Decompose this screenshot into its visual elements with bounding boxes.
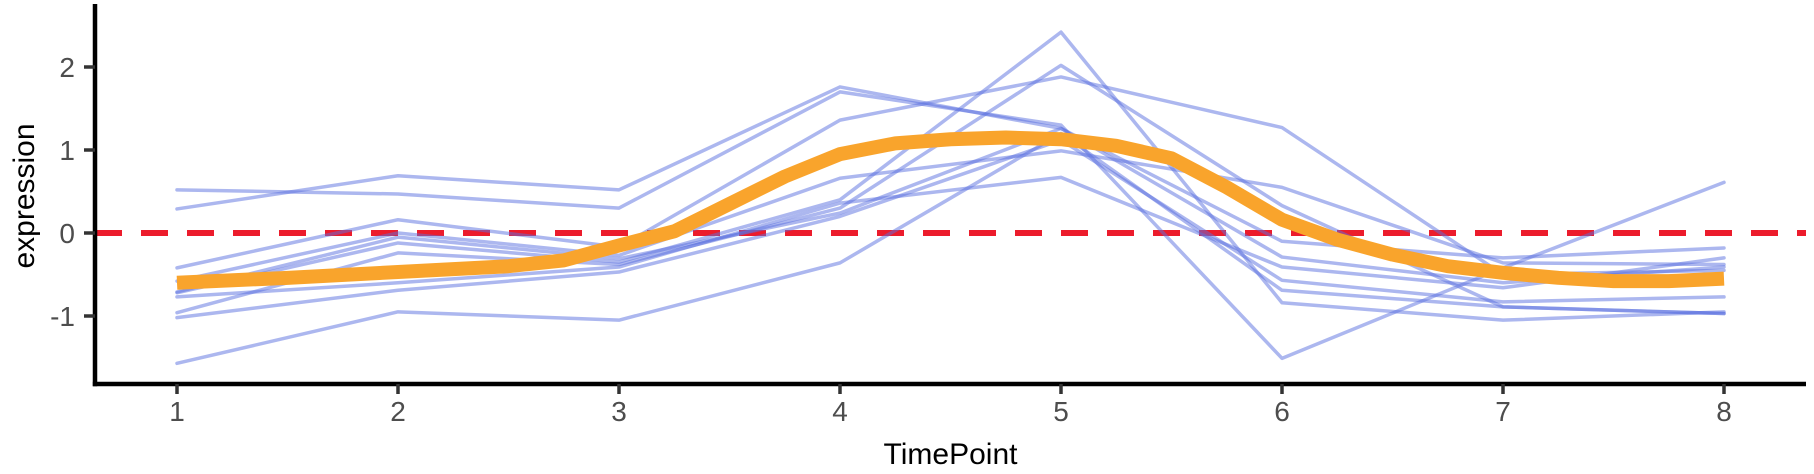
x-tick-label: 5 xyxy=(1053,396,1069,427)
member-line xyxy=(175,126,1726,294)
x-tick-label: 7 xyxy=(1495,396,1511,427)
x-tick-label: 1 xyxy=(169,396,185,427)
y-tick-label: 1 xyxy=(59,135,75,166)
y-axis-title: expression xyxy=(8,123,41,268)
x-tick-label: 8 xyxy=(1716,396,1732,427)
smooth-trend-line xyxy=(176,130,1725,290)
y-tick-label: 0 xyxy=(59,218,75,249)
member-line xyxy=(175,138,1726,320)
member-line xyxy=(175,149,1726,283)
member-line xyxy=(175,30,1726,322)
y-tick-label: 2 xyxy=(59,52,75,83)
x-tick-label: 2 xyxy=(390,396,406,427)
member-line xyxy=(175,175,1726,299)
member-line xyxy=(175,131,1726,366)
x-tick-label: 4 xyxy=(832,396,848,427)
x-tick-label: 3 xyxy=(611,396,627,427)
x-axis-title: TimePoint xyxy=(884,438,1019,471)
y-tick-label: -1 xyxy=(50,301,75,332)
x-tick-label: 6 xyxy=(1274,396,1290,427)
